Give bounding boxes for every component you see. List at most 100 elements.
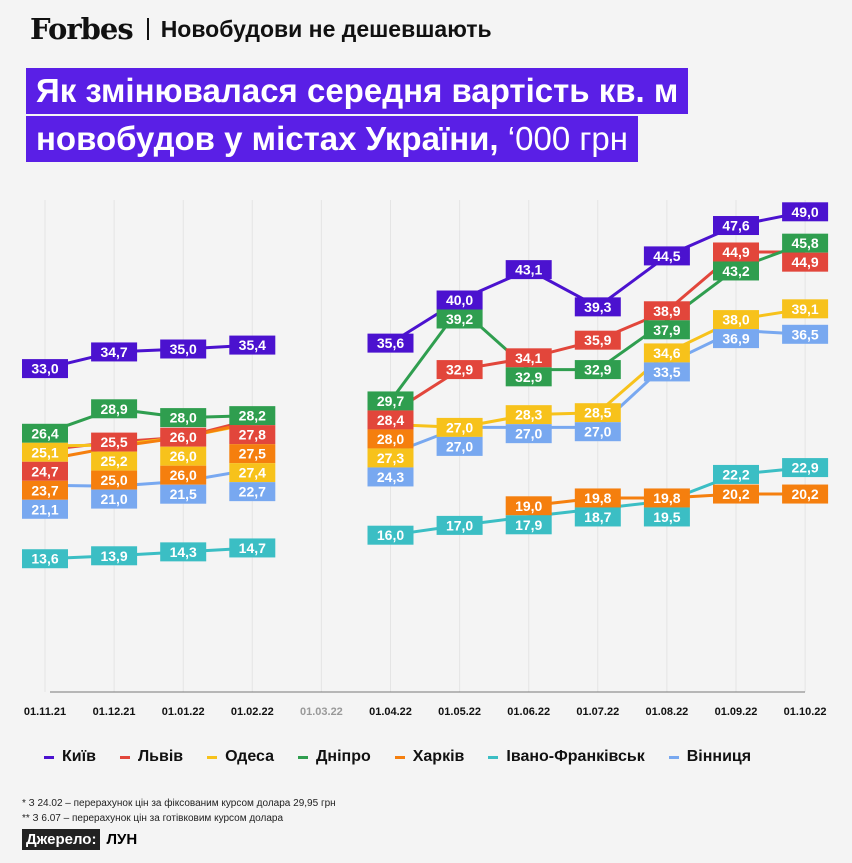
- data-label-box: [160, 408, 207, 428]
- data-label-box: [713, 310, 759, 330]
- x-tick-label: 01.12.21: [93, 706, 136, 718]
- data-label: 32,9: [446, 362, 473, 378]
- data-label-box: [229, 335, 276, 355]
- data-label: 27,0: [446, 438, 473, 454]
- data-label-box: [782, 458, 829, 478]
- legend-swatch: [298, 755, 309, 759]
- legend-item: Львів: [119, 748, 184, 766]
- data-label: 27,8: [239, 427, 266, 443]
- data-label-box: [505, 367, 552, 387]
- data-label: 32,9: [515, 369, 542, 385]
- data-label: 36,9: [722, 331, 749, 347]
- legend-item: Дніпро: [298, 748, 371, 766]
- data-label-box: [782, 484, 829, 504]
- data-label: 38,9: [653, 303, 680, 319]
- data-label-box: [367, 429, 414, 449]
- legend-item: Вінниця: [668, 748, 752, 766]
- title-line-2: новобудов у містах України, ‘000 грн: [26, 116, 638, 162]
- data-label: 35,4: [239, 337, 266, 353]
- data-label: 32,9: [584, 362, 611, 378]
- data-label-box: [22, 461, 68, 481]
- data-label-box: [505, 515, 552, 535]
- data-label: 14,7: [239, 540, 266, 556]
- data-label: 13,6: [31, 551, 58, 567]
- data-label: 19,5: [653, 509, 680, 525]
- source-value: ЛУН: [106, 831, 138, 848]
- footnote-2: ** З 6.07 – перерахунок цін за готівкови…: [22, 813, 284, 824]
- data-label: 23,7: [31, 482, 58, 498]
- data-label-box: [782, 233, 829, 253]
- data-label: 37,9: [653, 322, 680, 338]
- data-label-box: [22, 442, 68, 462]
- legend-swatch: [44, 755, 54, 759]
- data-label-box: [229, 538, 276, 558]
- x-tick-label: 01.10.22: [784, 706, 827, 718]
- x-tick-label: 01.08.22: [645, 706, 688, 718]
- legend-label: Харків: [412, 748, 465, 765]
- data-label: 20,2: [722, 486, 749, 502]
- data-label-box: [160, 339, 207, 359]
- data-label: 34,7: [100, 344, 127, 360]
- data-label-box: [367, 467, 414, 487]
- data-label: 27,3: [377, 450, 404, 466]
- data-label: 27,4: [239, 465, 266, 481]
- data-label: 27,0: [515, 426, 542, 442]
- legend-label: Львів: [137, 748, 184, 765]
- data-label: 24,3: [377, 469, 404, 485]
- data-label-box: [713, 484, 759, 504]
- data-label-box: [229, 425, 276, 445]
- legend-label: Дніпро: [316, 748, 371, 765]
- data-label-box: [782, 299, 829, 319]
- data-label: 18,7: [584, 509, 611, 525]
- data-label: 24,7: [31, 463, 58, 479]
- data-label: 28,9: [100, 401, 127, 417]
- data-label: 29,7: [377, 393, 404, 409]
- footnotes: * З 24.02 – перерахунок цін за фіксовани…: [22, 796, 336, 826]
- data-label: 27,0: [446, 419, 473, 435]
- data-label-box: [160, 484, 207, 504]
- data-label: 34,6: [653, 345, 680, 361]
- data-label: 19,8: [653, 490, 680, 506]
- data-label-box: [436, 436, 483, 456]
- data-label: 25,5: [100, 434, 127, 450]
- data-label-box: [91, 342, 138, 362]
- legend-label: Вінниця: [686, 748, 752, 765]
- data-label: 39,2: [446, 311, 473, 327]
- data-label: 17,9: [515, 517, 542, 533]
- data-label-box: [160, 465, 207, 485]
- data-label-box: [91, 489, 138, 509]
- data-label: 44,9: [722, 244, 749, 260]
- data-label-box: [367, 410, 414, 430]
- title-unit: ‘000 грн: [507, 120, 628, 157]
- legend-swatch: [394, 755, 405, 759]
- data-label: 22,9: [791, 460, 818, 476]
- data-label-box: [574, 488, 621, 508]
- data-label: 33,0: [31, 361, 58, 377]
- data-label-box: [505, 405, 552, 425]
- data-label: 26,4: [31, 425, 58, 441]
- data-label-box: [229, 444, 276, 464]
- data-label-box: [574, 507, 621, 527]
- data-label: 22,7: [239, 484, 266, 500]
- footnote-1: * З 24.02 – перерахунок цін за фіксовани…: [22, 798, 336, 809]
- x-tick-label: 01.11.21: [24, 706, 66, 718]
- data-label-box: [643, 320, 690, 340]
- data-label-box: [782, 202, 829, 222]
- source: Джерело: ЛУН: [22, 829, 137, 850]
- data-label-box: [643, 343, 690, 363]
- data-label-box: [22, 480, 68, 500]
- source-label: Джерело:: [22, 829, 101, 850]
- data-label: 35,6: [377, 335, 404, 351]
- data-label-box: [505, 260, 552, 280]
- data-label-box: [91, 470, 138, 490]
- data-label-box: [91, 451, 138, 471]
- data-label-box: [643, 488, 690, 508]
- data-label-box: [436, 417, 483, 437]
- data-label: 20,2: [791, 486, 818, 502]
- data-label: 35,0: [170, 341, 197, 357]
- data-label: 39,3: [584, 299, 611, 315]
- data-label-box: [367, 391, 414, 411]
- data-label-box: [160, 427, 207, 447]
- legend-label: Київ: [62, 748, 96, 765]
- data-label: 21,1: [31, 501, 58, 517]
